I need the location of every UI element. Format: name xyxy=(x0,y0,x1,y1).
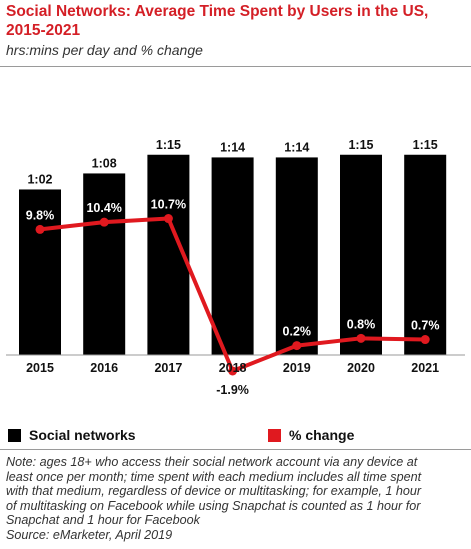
bar-value-label: 1:14 xyxy=(284,140,309,154)
legend-item-percent-change: % change xyxy=(268,427,354,443)
top-divider xyxy=(0,66,471,67)
x-tick-label: 2021 xyxy=(411,361,439,375)
percent-change-point xyxy=(292,341,302,351)
percent-change-point xyxy=(99,217,109,227)
footnote-line: with that medium, regardless of device o… xyxy=(6,484,422,499)
footnote-source: Source: eMarketer, April 2019 xyxy=(6,527,173,542)
percent-change-point xyxy=(356,333,366,343)
note-divider xyxy=(0,449,471,450)
bar-2019 xyxy=(275,157,318,355)
percent-change-point xyxy=(35,224,45,234)
x-tick-label: 2016 xyxy=(90,361,118,375)
percent-change-point xyxy=(228,366,238,376)
footnote: Note: ages 18+ who access their social n… xyxy=(6,455,466,543)
percent-change-label: 10.4% xyxy=(86,201,121,215)
percent-change-point xyxy=(420,335,430,345)
legend-swatch-bar xyxy=(8,428,21,442)
percent-change-label: 0.8% xyxy=(347,317,376,331)
x-tick-label: 2020 xyxy=(347,361,375,375)
bar-2021 xyxy=(404,154,447,355)
x-tick-label: 2017 xyxy=(154,361,182,375)
bar-value-label: 1:15 xyxy=(413,138,438,152)
chart-title-line1: Social Networks: Average Time Spent by U… xyxy=(6,3,429,20)
legend-label-social-networks: Social networks xyxy=(29,427,136,443)
bar-value-label: 1:15 xyxy=(348,138,373,152)
chart-subtitle: hrs:mins per day and % change xyxy=(6,42,203,58)
percent-change-label: 0.7% xyxy=(411,319,440,333)
footnote-line: Snapchat and 1 hour for Facebook xyxy=(6,513,200,528)
bar-value-label: 1:14 xyxy=(220,140,245,154)
legend-swatch-line xyxy=(268,428,281,442)
percent-change-label: 0.2% xyxy=(283,325,312,339)
x-tick-label: 2015 xyxy=(26,361,54,375)
bar-value-label: 1:08 xyxy=(92,156,117,170)
bar-value-label: 1:02 xyxy=(27,172,52,186)
percent-change-label: 9.8% xyxy=(26,208,55,222)
legend-item-social-networks: Social networks xyxy=(8,427,136,443)
chart-title: Social Networks: Average Time Spent by U… xyxy=(6,2,466,40)
footnote-line: Note: ages 18+ who access their social n… xyxy=(6,455,418,469)
bar-2018 xyxy=(211,157,254,355)
chart-title-line2: 2015-2021 xyxy=(6,22,81,39)
bar-2015 xyxy=(19,189,61,355)
percent-change-label: 10.7% xyxy=(151,198,186,212)
footnote-line: of multitasking on Facebook while using … xyxy=(6,498,421,513)
percent-change-point xyxy=(163,214,173,224)
bar-value-label: 1:15 xyxy=(156,138,181,152)
percent-change-label: -1.9% xyxy=(216,383,249,397)
legend-label-percent-change: % change xyxy=(289,427,355,443)
x-tick-label: 2018 xyxy=(219,361,247,375)
chart-area: 1:02 2015 1:08 2016 1:15 2017 1:14 2018 1:14 2019… xyxy=(6,138,465,397)
footnote-line: least once per month; time spent with ea… xyxy=(6,469,422,484)
bar-2016 xyxy=(83,173,126,355)
bar-2020 xyxy=(340,154,382,355)
x-tick-label: 2019 xyxy=(283,361,311,375)
